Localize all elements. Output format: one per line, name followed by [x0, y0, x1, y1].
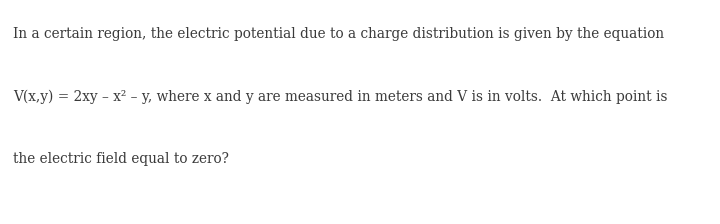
Text: the electric field equal to zero?: the electric field equal to zero?: [13, 152, 229, 166]
Text: In a certain region, the electric potential due to a charge distribution is give: In a certain region, the electric potent…: [13, 27, 664, 41]
Text: V(x,y) = 2xy – x² – y, where x and y are measured in meters and V is in volts.  : V(x,y) = 2xy – x² – y, where x and y are…: [13, 90, 667, 104]
